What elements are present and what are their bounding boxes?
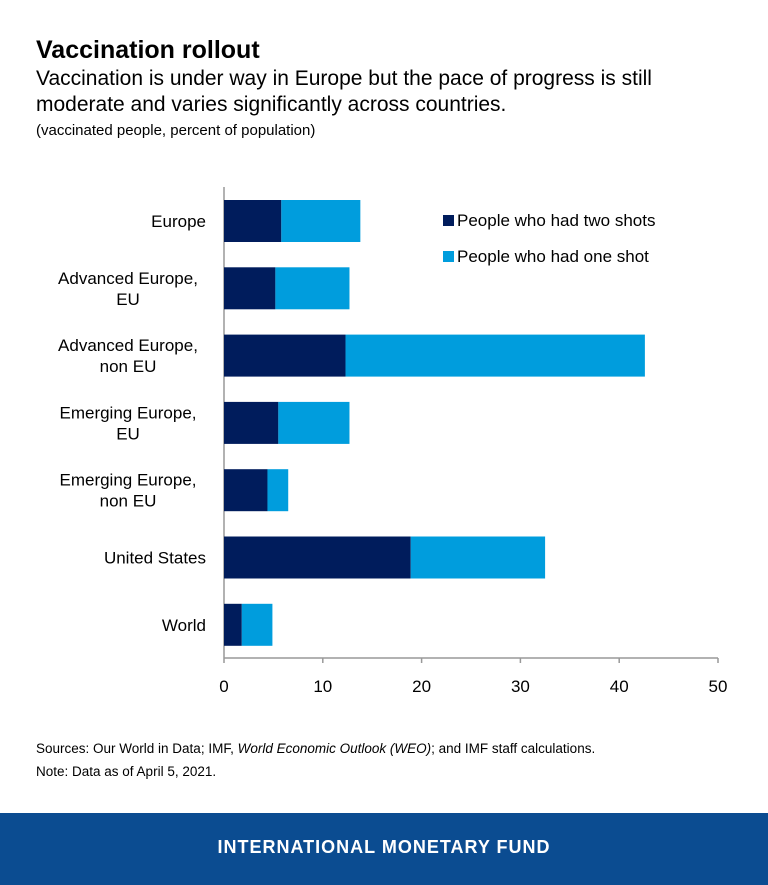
sources-italic: World Economic Outlook (WEO): [237, 741, 432, 756]
chart-title: Vaccination rollout: [36, 36, 260, 64]
sources-note: Sources: Our World in Data; IMF, World E…: [36, 737, 595, 760]
chart-subtitle: Vaccination is under way in Europe but t…: [36, 67, 652, 116]
bar-two-shots: [224, 200, 282, 242]
legend-label: People who had one shot: [457, 247, 649, 266]
bar-chart: 0 10 20 30 40 50 Europe Advanced Europe, EU Advan…: [58, 187, 728, 696]
date-note: Note: Data as of April 5, 2021.: [36, 764, 217, 779]
x-tick-label: 20: [412, 677, 431, 696]
imf-footer-logo: INTERNATIONAL MONETARY FUND: [0, 813, 768, 885]
category-label: EU: [116, 424, 140, 443]
x-tick-label: 10: [313, 677, 332, 696]
bar-two-shots: [224, 603, 242, 646]
bar-two-shots: [224, 469, 268, 512]
legend-swatch: [443, 251, 454, 262]
x-tick-label: 50: [709, 677, 728, 696]
legend-swatch: [443, 215, 454, 226]
bar-two-shots: [224, 267, 276, 310]
category-label: United States: [104, 549, 206, 568]
bar-two-shots: [224, 536, 411, 579]
x-tick-label: 0: [219, 677, 228, 696]
x-tick-label: 40: [610, 677, 629, 696]
sources-text: Sources: Our World in Data; IMF,: [36, 741, 238, 756]
bar-one-shot: [241, 603, 273, 646]
category-label: Europe: [151, 212, 206, 231]
legend-label: People who had two shots: [457, 211, 655, 230]
bar-one-shot: [410, 536, 546, 579]
category-label: World: [162, 616, 206, 635]
bar-one-shot: [278, 401, 350, 444]
category-label: non EU: [100, 492, 157, 511]
category-label: Emerging Europe,: [59, 403, 196, 422]
category-label: Emerging Europe,: [59, 471, 196, 490]
chart-units: (vaccinated people, percent of populatio…: [36, 122, 316, 139]
category-label: Advanced Europe,: [58, 269, 198, 288]
category-label: non EU: [100, 357, 157, 376]
bar-one-shot: [281, 200, 361, 242]
x-tick-label: 30: [511, 677, 530, 696]
bar-two-shots: [224, 401, 279, 444]
category-label: Advanced Europe,: [58, 336, 198, 355]
sources-suffix: ; and IMF staff calculations.: [431, 741, 596, 756]
bar-one-shot: [267, 469, 289, 512]
notes: Sources: Our World in Data; IMF, World E…: [36, 737, 595, 783]
bar-two-shots: [224, 334, 346, 377]
category-label: EU: [116, 290, 140, 309]
bar-one-shot: [275, 267, 350, 310]
bar-one-shot: [345, 334, 645, 377]
